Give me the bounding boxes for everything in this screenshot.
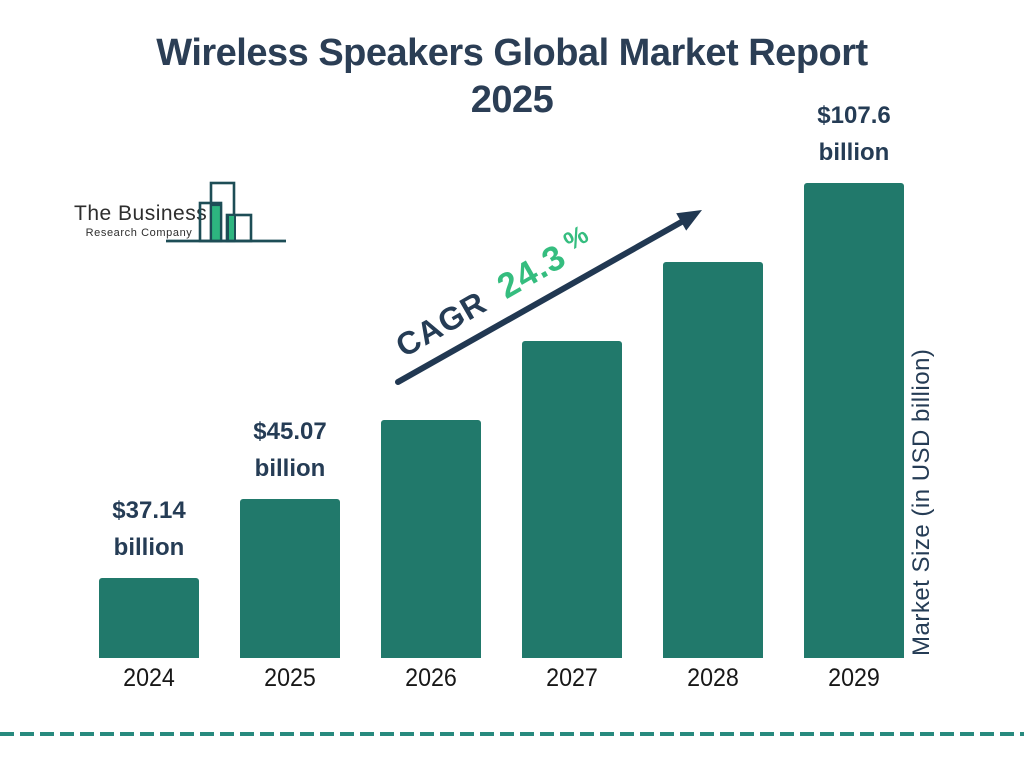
value-label-2025: $45.07 billion xyxy=(180,413,400,487)
bar-2025 xyxy=(240,499,340,658)
page-title: Wireless Speakers Global Market Report 2… xyxy=(0,30,1024,124)
growth-arrow-line xyxy=(395,217,688,385)
value-label-line: $107.6 xyxy=(817,102,891,129)
value-label-line: billion xyxy=(818,139,890,166)
logo-text: The Business Research Company xyxy=(74,202,208,239)
logo-company-subtitle: Research Company xyxy=(85,227,193,239)
year-label-2024: 2024 xyxy=(123,664,175,692)
cagr-percent-sign: % xyxy=(558,218,594,256)
bar-2026 xyxy=(381,420,481,658)
year-label-2025: 2025 xyxy=(264,664,316,692)
bar-2028 xyxy=(663,262,763,658)
value-label-2024: $37.14 billion xyxy=(39,492,259,566)
company-logo: The Business Research Company xyxy=(70,168,300,248)
bottom-dashed-line xyxy=(0,732,1024,736)
year-label-2028: 2028 xyxy=(687,664,739,692)
value-label-line: billion xyxy=(254,455,326,482)
title-line-1: Wireless Speakers Global Market Report xyxy=(156,32,868,74)
bar-2027 xyxy=(522,341,622,658)
logo-company-name: The Business xyxy=(74,202,208,225)
logo-bar-chart-icon xyxy=(166,181,286,243)
bar-2029 xyxy=(804,183,904,658)
value-label-line: billion xyxy=(113,534,185,561)
cagr-label: CAGR xyxy=(390,284,493,364)
cagr-annotation: CAGR 24.3 % xyxy=(390,210,702,385)
value-label-2029: $107.6 billion xyxy=(744,97,964,171)
value-label-line: $45.07 xyxy=(253,418,327,445)
year-label-2027: 2027 xyxy=(546,664,598,692)
year-label-2026: 2026 xyxy=(405,664,457,692)
cagr-value: 24.3 xyxy=(491,237,573,307)
bar-2024 xyxy=(99,578,199,658)
y-axis-label: Market Size (in USD billion) xyxy=(908,348,935,656)
value-label-line: $37.14 xyxy=(112,497,186,524)
title-line-2: 2025 xyxy=(470,79,554,121)
year-label-2029: 2029 xyxy=(828,664,880,692)
growth-arrow-head xyxy=(676,210,702,231)
